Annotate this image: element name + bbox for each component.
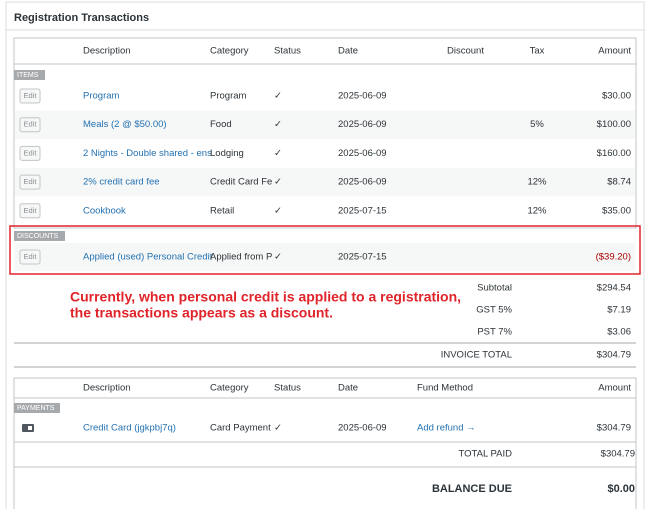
annotation: Currently, when personal credit is appli… [70,289,461,305]
date: 2025-06-09 [338,148,387,159]
column-header: Category [210,46,249,57]
fund-method[interactable]: Add refund → [417,423,476,434]
description[interactable]: Cookbook [83,205,126,216]
category: Lodging [210,148,244,159]
row-bg [15,110,635,139]
date: 2025-06-09 [338,423,387,434]
status: ✓ [274,252,282,263]
annotation: the transactions appears as a discount. [70,305,333,321]
section-badge [14,231,65,241]
amount: $304.79 [597,423,631,434]
section-badge [14,70,45,80]
section-label: ITEMS [17,72,39,79]
row-bg [15,243,635,271]
date: 2025-06-09 [338,119,387,130]
column-header: Description [83,46,131,57]
status: ✓ [274,148,282,159]
panel-title: Registration Transactions [14,12,149,24]
date: 2025-06-09 [338,91,387,102]
card-icon [22,424,34,432]
edit-button[interactable] [19,88,41,104]
tax: 12% [527,205,547,216]
status: ✓ [274,119,282,130]
tax: 12% [527,177,547,188]
items-table-border [13,37,637,229]
status: ✓ [274,205,282,216]
edit-label[interactable]: Edit [24,91,38,100]
total-value: $304.79 [601,449,635,460]
row-bg [15,168,635,197]
description[interactable]: 2% credit card fee [83,177,160,188]
category: Applied from P [210,252,272,263]
column-header: Description [83,383,131,394]
total-label: BALANCE DUE [432,483,512,495]
total-value: $7.19 [607,305,631,316]
status: ✓ [274,91,282,102]
description[interactable]: 2 Nights - Double shared - ens [83,148,212,159]
column-header: Discount [447,46,484,57]
total-label: TOTAL PAID [459,449,513,460]
edit-label[interactable]: Edit [24,206,38,215]
status: ✓ [274,423,282,434]
date: 2025-07-15 [338,252,387,263]
edit-button[interactable] [19,203,41,219]
total-label: INVOICE TOTAL [441,350,512,361]
section-badge [14,403,60,413]
amount: $35.00 [602,205,631,216]
column-header: Date [338,383,358,394]
description[interactable]: Credit Card (jgkpbj7q) [83,423,176,434]
column-header: Category [210,383,249,394]
edit-button[interactable] [19,117,41,133]
total-value: $304.79 [597,350,631,361]
description[interactable]: Applied (used) Personal Credit [83,252,213,263]
edit-label[interactable]: Edit [24,120,38,129]
payments-table-border [13,377,637,514]
edit-button[interactable] [19,145,41,161]
total-label: GST 5% [476,305,512,316]
column-header: Date [338,46,358,57]
amount: ($39.20) [596,252,631,263]
category: Program [210,91,247,102]
column-header: Amount [598,46,631,57]
column-header: Status [274,383,301,394]
edit-button[interactable] [19,249,41,265]
total-label: PST 7% [477,327,512,338]
section-label: PAYMENTS [17,405,55,412]
total-value: $294.54 [597,283,631,294]
category: Food [210,119,232,130]
date: 2025-06-09 [338,177,387,188]
tax: 5% [530,119,544,130]
column-header: Amount [598,383,631,394]
section-label: DISCOUNTS [17,233,59,240]
category: Retail [210,205,234,216]
amount: $160.00 [597,148,631,159]
date: 2025-07-15 [338,205,387,216]
amount: $30.00 [602,91,631,102]
total-value: $0.00 [607,483,635,495]
edit-label[interactable]: Edit [24,177,38,186]
category: Credit Card Fe [210,177,272,188]
status: ✓ [274,177,282,188]
total-value: $3.06 [607,327,631,338]
total-label: Subtotal [477,283,512,294]
description[interactable]: Meals (2 @ $50.00) [83,119,167,130]
amount: $100.00 [597,119,631,130]
column-header: Status [274,46,301,57]
category: Card Payment [210,423,271,434]
edit-button[interactable] [19,174,41,190]
highlight-box [9,225,641,275]
edit-label[interactable]: Edit [24,252,38,261]
amount: $8.74 [607,177,631,188]
column-header: Fund Method [417,383,473,394]
description[interactable]: Program [83,91,120,102]
column-header: Tax [530,46,545,57]
edit-label[interactable]: Edit [24,148,38,157]
